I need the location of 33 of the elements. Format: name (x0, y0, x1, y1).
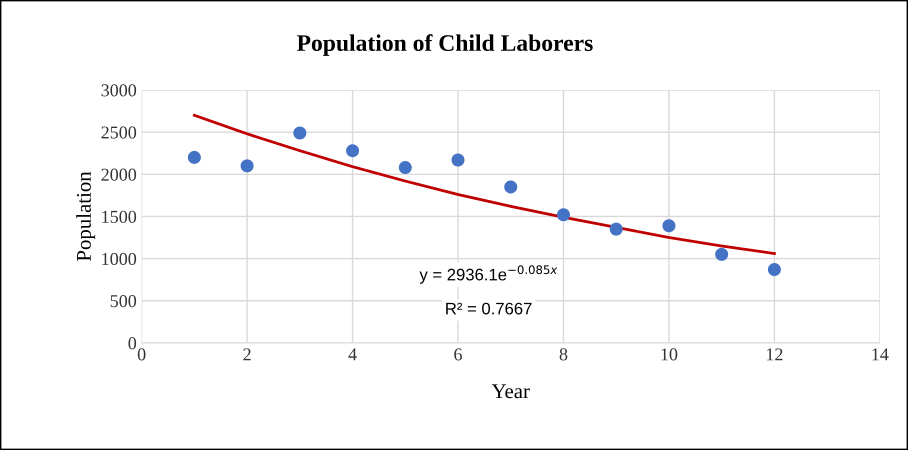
x-tick-label: 14 (872, 348, 889, 360)
chart-title: Population of Child Laborers (296, 34, 593, 56)
point (346, 144, 360, 158)
y-axis-title: Population (76, 172, 96, 261)
y-tick-label: 1000 (102, 252, 136, 266)
point (662, 219, 676, 232)
x-tick-label: 12 (766, 348, 782, 360)
point (293, 126, 306, 140)
point (768, 263, 781, 276)
y-tick-label: 0 (128, 337, 136, 350)
y-tick-label: 2500 (101, 126, 136, 139)
point (240, 159, 254, 172)
point (188, 150, 201, 164)
y-tick-label: 500 (110, 295, 136, 308)
x-tick-label: 2 (243, 348, 251, 360)
x-tick-label: 4 (348, 348, 357, 360)
point (452, 153, 465, 166)
y-tick-label: 2000 (101, 168, 136, 181)
x-tick-label: 6 (454, 348, 462, 360)
x-tick-label: 10 (661, 348, 678, 360)
point (504, 180, 518, 194)
point (556, 208, 570, 222)
x-tick-label: 0 (138, 348, 146, 360)
annotation: y = 2936.1e$^{−0.085x}$ (419, 265, 558, 284)
annotation: R² = 0.7667 (446, 302, 532, 314)
point (610, 222, 623, 236)
y-tick-label: 3000 (102, 84, 136, 96)
point (715, 248, 728, 261)
point (398, 161, 412, 174)
x-tick-label: 8 (560, 348, 568, 360)
line-series (192, 114, 776, 255)
y-tick-label: 1500 (102, 210, 136, 223)
x-axis-title: Year (492, 384, 530, 398)
